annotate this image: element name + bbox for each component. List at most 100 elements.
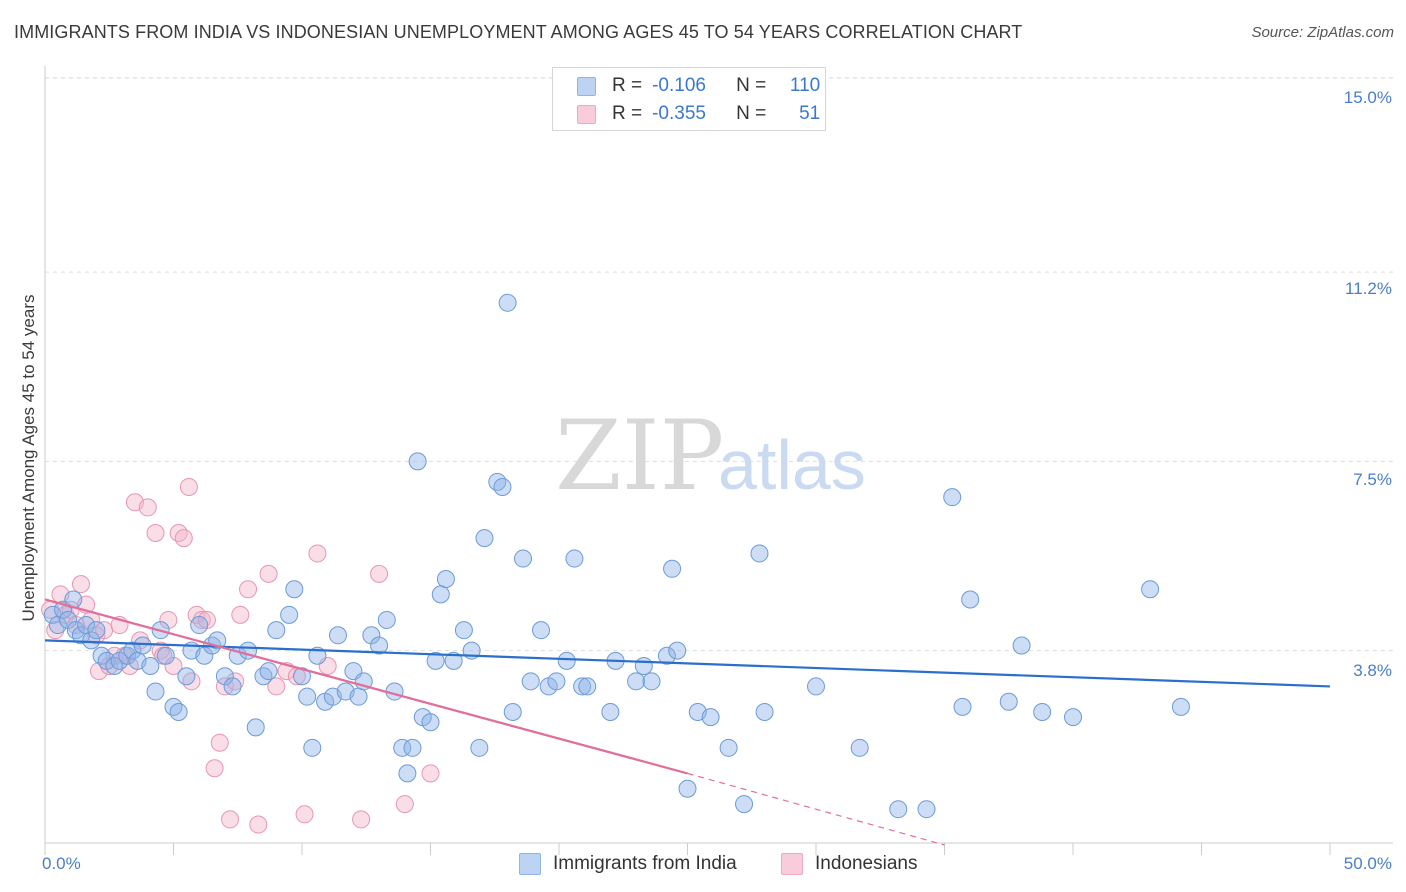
- correlation-legend: R = -0.106 N = 110 R = -0.355 N = 51: [552, 67, 826, 131]
- point-immigrants-from-india: [1141, 580, 1160, 599]
- point-indonesians: [164, 656, 183, 675]
- point-immigrants-from-india: [156, 646, 175, 665]
- y-tick-label: 3.8%: [1353, 661, 1392, 680]
- legend-r-label: R =: [612, 103, 643, 124]
- point-indonesians: [395, 795, 414, 814]
- point-immigrants-from-india: [668, 641, 687, 660]
- point-immigrants-from-india: [999, 692, 1018, 711]
- legend-r-label: R =: [612, 75, 643, 96]
- point-immigrants-from-india: [475, 529, 494, 548]
- point-immigrants-from-india: [917, 800, 936, 819]
- trend-line-indonesians: [44, 598, 688, 775]
- x-tick-label-max: 50.0%: [1344, 854, 1392, 873]
- point-immigrants-from-india: [421, 713, 440, 732]
- point-indonesians: [308, 544, 327, 563]
- point-immigrants-from-india: [503, 703, 522, 722]
- point-immigrants-from-india: [280, 605, 299, 624]
- point-immigrants-from-india: [642, 672, 661, 691]
- grid-lines: [45, 77, 1393, 652]
- point-immigrants-from-india: [755, 703, 774, 722]
- point-indonesians: [138, 498, 157, 517]
- legend-r-value: -0.106: [652, 75, 706, 96]
- point-immigrants-from-india: [215, 667, 234, 686]
- point-immigrants-from-india: [514, 549, 533, 568]
- point-indonesians: [370, 564, 389, 583]
- point-immigrants-from-india: [254, 667, 273, 686]
- bottom-legend-swatch-indonesians: [781, 853, 803, 875]
- point-immigrants-from-india: [470, 738, 489, 757]
- point-immigrants-from-india: [141, 656, 160, 675]
- point-immigrants-from-india: [1012, 636, 1031, 655]
- point-indonesians: [295, 805, 314, 824]
- bottom-legend-label: Indonesians: [815, 853, 918, 874]
- point-immigrants-from-india: [398, 764, 417, 783]
- point-immigrants-from-india: [169, 703, 188, 722]
- bottom-legend-label: Immigrants from India: [553, 853, 737, 874]
- point-immigrants-from-india: [565, 549, 584, 568]
- watermark-zip: ZIP: [555, 400, 724, 512]
- point-immigrants-from-india: [953, 697, 972, 716]
- bottom-legend-swatch-india: [519, 853, 541, 875]
- point-immigrants-from-india: [943, 488, 962, 507]
- watermark-atlas: atlas: [718, 426, 866, 504]
- point-indonesians: [215, 677, 234, 696]
- y-axis-title: Unemployment Among Ages 45 to 54 years: [19, 295, 38, 622]
- point-immigrants-from-india: [59, 610, 78, 629]
- point-immigrants-from-india: [164, 697, 183, 716]
- point-immigrants-from-india: [850, 738, 869, 757]
- bottom-legend-india: Immigrants from India: [519, 852, 737, 876]
- watermark: ZIP atlas: [555, 400, 866, 512]
- y-tick-label: 11.2%: [1345, 279, 1392, 298]
- trend-line-indonesians-extrapolated: [687, 772, 945, 846]
- point-indonesians: [187, 605, 206, 624]
- point-indonesians: [221, 810, 240, 829]
- point-immigrants-from-india: [498, 293, 517, 312]
- trend-line-immigrants-from-india: [44, 639, 1331, 688]
- point-indonesians: [352, 810, 371, 829]
- point-immigrants-from-india: [87, 621, 106, 640]
- point-immigrants-from-india: [1064, 708, 1082, 727]
- point-immigrants-from-india: [444, 651, 463, 670]
- point-immigrants-from-india: [578, 677, 597, 696]
- point-immigrants-from-india: [362, 626, 381, 645]
- legend-n-label: N =: [736, 103, 767, 124]
- point-immigrants-from-india: [408, 452, 427, 471]
- point-indonesians: [205, 759, 224, 778]
- point-indonesians: [46, 621, 65, 640]
- axes: [44, 66, 1393, 855]
- point-indonesians: [210, 733, 229, 752]
- point-immigrants-from-india: [678, 779, 697, 798]
- point-immigrants-from-india: [370, 636, 389, 655]
- point-immigrants-from-india: [735, 795, 754, 814]
- point-immigrants-from-india: [82, 631, 101, 650]
- point-immigrants-from-india: [627, 672, 646, 691]
- point-immigrants-from-india: [177, 667, 196, 686]
- point-immigrants-from-india: [267, 621, 286, 640]
- point-immigrants-from-india: [1171, 697, 1190, 716]
- y-tick-label: 7.5%: [1353, 470, 1392, 489]
- point-immigrants-from-india: [285, 580, 304, 599]
- point-immigrants-from-india: [328, 626, 347, 645]
- point-indonesians: [159, 610, 178, 629]
- point-immigrants-from-india: [1033, 703, 1052, 722]
- legend-row-indonesians: R = -0.355 N = 51: [577, 101, 820, 127]
- point-immigrants-from-india: [454, 621, 473, 640]
- point-immigrants-from-india: [133, 636, 152, 655]
- point-immigrants-from-india: [92, 646, 111, 665]
- point-immigrants-from-india: [308, 646, 327, 665]
- series-indonesians: [41, 477, 440, 834]
- point-immigrants-from-india: [349, 687, 368, 706]
- point-indonesians: [192, 610, 211, 629]
- point-immigrants-from-india: [889, 800, 908, 819]
- point-immigrants-from-india: [557, 651, 576, 670]
- legend-r-value: -0.355: [652, 103, 706, 124]
- legend-n-label: N =: [736, 75, 767, 96]
- x-tick-label-min: 0.0%: [42, 854, 81, 873]
- point-immigrants-from-india: [303, 738, 322, 757]
- point-immigrants-from-india: [259, 662, 278, 681]
- point-indonesians: [267, 677, 286, 696]
- point-immigrants-from-india: [246, 718, 265, 737]
- point-immigrants-from-india: [146, 682, 165, 701]
- y-tick-labels: 3.8% 7.5% 11.2% 15.0%: [1344, 88, 1392, 680]
